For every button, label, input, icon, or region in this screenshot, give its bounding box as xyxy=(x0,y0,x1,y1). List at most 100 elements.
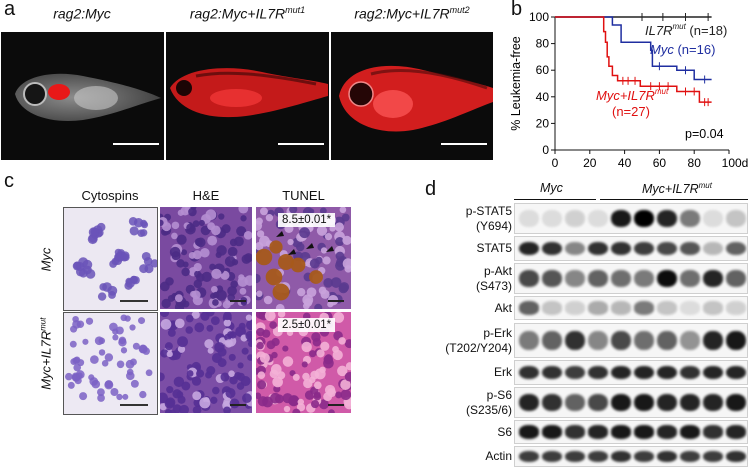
nucleus xyxy=(324,233,333,241)
blot-band xyxy=(657,365,677,380)
cell xyxy=(97,388,105,397)
nucleus xyxy=(292,408,301,413)
nucleus xyxy=(228,353,236,361)
arrowhead-icon xyxy=(288,249,296,255)
nucleus xyxy=(177,345,186,353)
scale-bar xyxy=(120,300,148,302)
nucleus xyxy=(245,314,252,321)
nucleus xyxy=(206,324,214,332)
nucleus xyxy=(224,339,233,348)
nucleus xyxy=(160,281,170,292)
blot-band xyxy=(634,301,654,315)
nucleus xyxy=(316,225,328,236)
nucleus xyxy=(340,389,351,401)
cell xyxy=(139,390,147,399)
nucleus xyxy=(320,247,328,254)
series-n: (n=16) xyxy=(674,42,716,57)
nucleus xyxy=(269,369,279,379)
nucleus xyxy=(191,312,200,319)
nucleus xyxy=(308,376,316,384)
blot-band xyxy=(703,330,723,351)
tunel-positive-cell xyxy=(272,283,290,301)
nucleus xyxy=(160,219,164,227)
nucleus xyxy=(324,384,336,396)
y-axis-label: % Leukemia-free xyxy=(509,36,523,131)
y-tick-label: 100 xyxy=(529,10,549,24)
cell xyxy=(124,315,131,322)
cell xyxy=(140,219,148,227)
nucleus xyxy=(256,273,261,284)
nucleus xyxy=(283,405,291,413)
blot-band xyxy=(634,269,654,288)
blot-band xyxy=(703,241,723,256)
blot-label: p-S6 (S235/6) xyxy=(430,388,512,418)
legend-n-series-2: (n=27) xyxy=(612,104,650,119)
blot-band xyxy=(657,450,677,463)
blot-band xyxy=(680,330,700,351)
blot-band xyxy=(519,301,539,315)
cell xyxy=(110,387,119,396)
nucleus xyxy=(329,225,336,232)
blot-band xyxy=(565,330,585,351)
cell xyxy=(88,374,95,381)
panel-label-c: c xyxy=(4,170,14,192)
series-name-sup: mut xyxy=(655,87,669,96)
nucleus xyxy=(160,372,165,382)
nucleus xyxy=(164,342,173,351)
nucleus xyxy=(318,399,329,410)
nucleus xyxy=(227,286,237,296)
fish-mut2-drawing xyxy=(339,65,493,132)
blot-band xyxy=(565,209,585,228)
scale-bar xyxy=(441,143,487,145)
tunel-myc-il7r: 2.5±0.01* xyxy=(256,312,351,413)
cell xyxy=(79,268,88,278)
nucleus xyxy=(225,388,236,399)
cell xyxy=(98,349,106,356)
nucleus xyxy=(218,213,225,220)
cytospin-myc-il7r xyxy=(63,312,158,415)
blot-band xyxy=(680,209,700,228)
blot-band xyxy=(542,365,562,380)
nucleus xyxy=(333,312,345,323)
tunel-myc-il7r-cells xyxy=(256,312,351,413)
blot-band xyxy=(657,241,677,256)
y-tick-label: 80 xyxy=(536,37,550,51)
nucleus xyxy=(272,376,283,388)
blot-band xyxy=(519,450,539,463)
nucleus xyxy=(169,409,176,413)
nucleus xyxy=(201,271,212,282)
cell xyxy=(90,355,99,364)
blot-label-line2: (S235/6) xyxy=(465,402,512,417)
blot-band xyxy=(542,209,562,228)
cell xyxy=(138,317,146,325)
cell xyxy=(101,360,109,367)
blot-label-line1: Actin xyxy=(485,449,512,463)
nucleus xyxy=(212,386,220,395)
blot-band xyxy=(703,365,723,380)
nucleus xyxy=(275,303,285,309)
blot-band xyxy=(703,209,723,228)
nucleus xyxy=(241,254,252,264)
blot-band xyxy=(611,425,631,439)
nucleus xyxy=(247,340,252,348)
blot-band xyxy=(542,330,562,351)
nucleus xyxy=(288,395,299,407)
nucleus xyxy=(238,207,249,214)
cell xyxy=(122,393,129,400)
x-tick-label: 60 xyxy=(653,156,667,170)
nucleus xyxy=(322,256,331,265)
blot-band xyxy=(588,301,608,315)
nucleus xyxy=(171,232,178,240)
he-myc-il7r xyxy=(160,312,252,413)
blot-band xyxy=(565,301,585,315)
blot-label-line1: Akt xyxy=(494,300,512,315)
nucleus xyxy=(302,372,310,381)
blot-strip xyxy=(514,387,748,418)
blot-strip xyxy=(514,420,748,444)
nucleus xyxy=(247,354,252,361)
x-tick-label: 0 xyxy=(552,156,559,170)
blot-label-line1: p-Akt xyxy=(483,263,512,278)
nucleus xyxy=(210,285,218,293)
blot-band xyxy=(703,269,723,288)
blot-band xyxy=(680,450,700,463)
